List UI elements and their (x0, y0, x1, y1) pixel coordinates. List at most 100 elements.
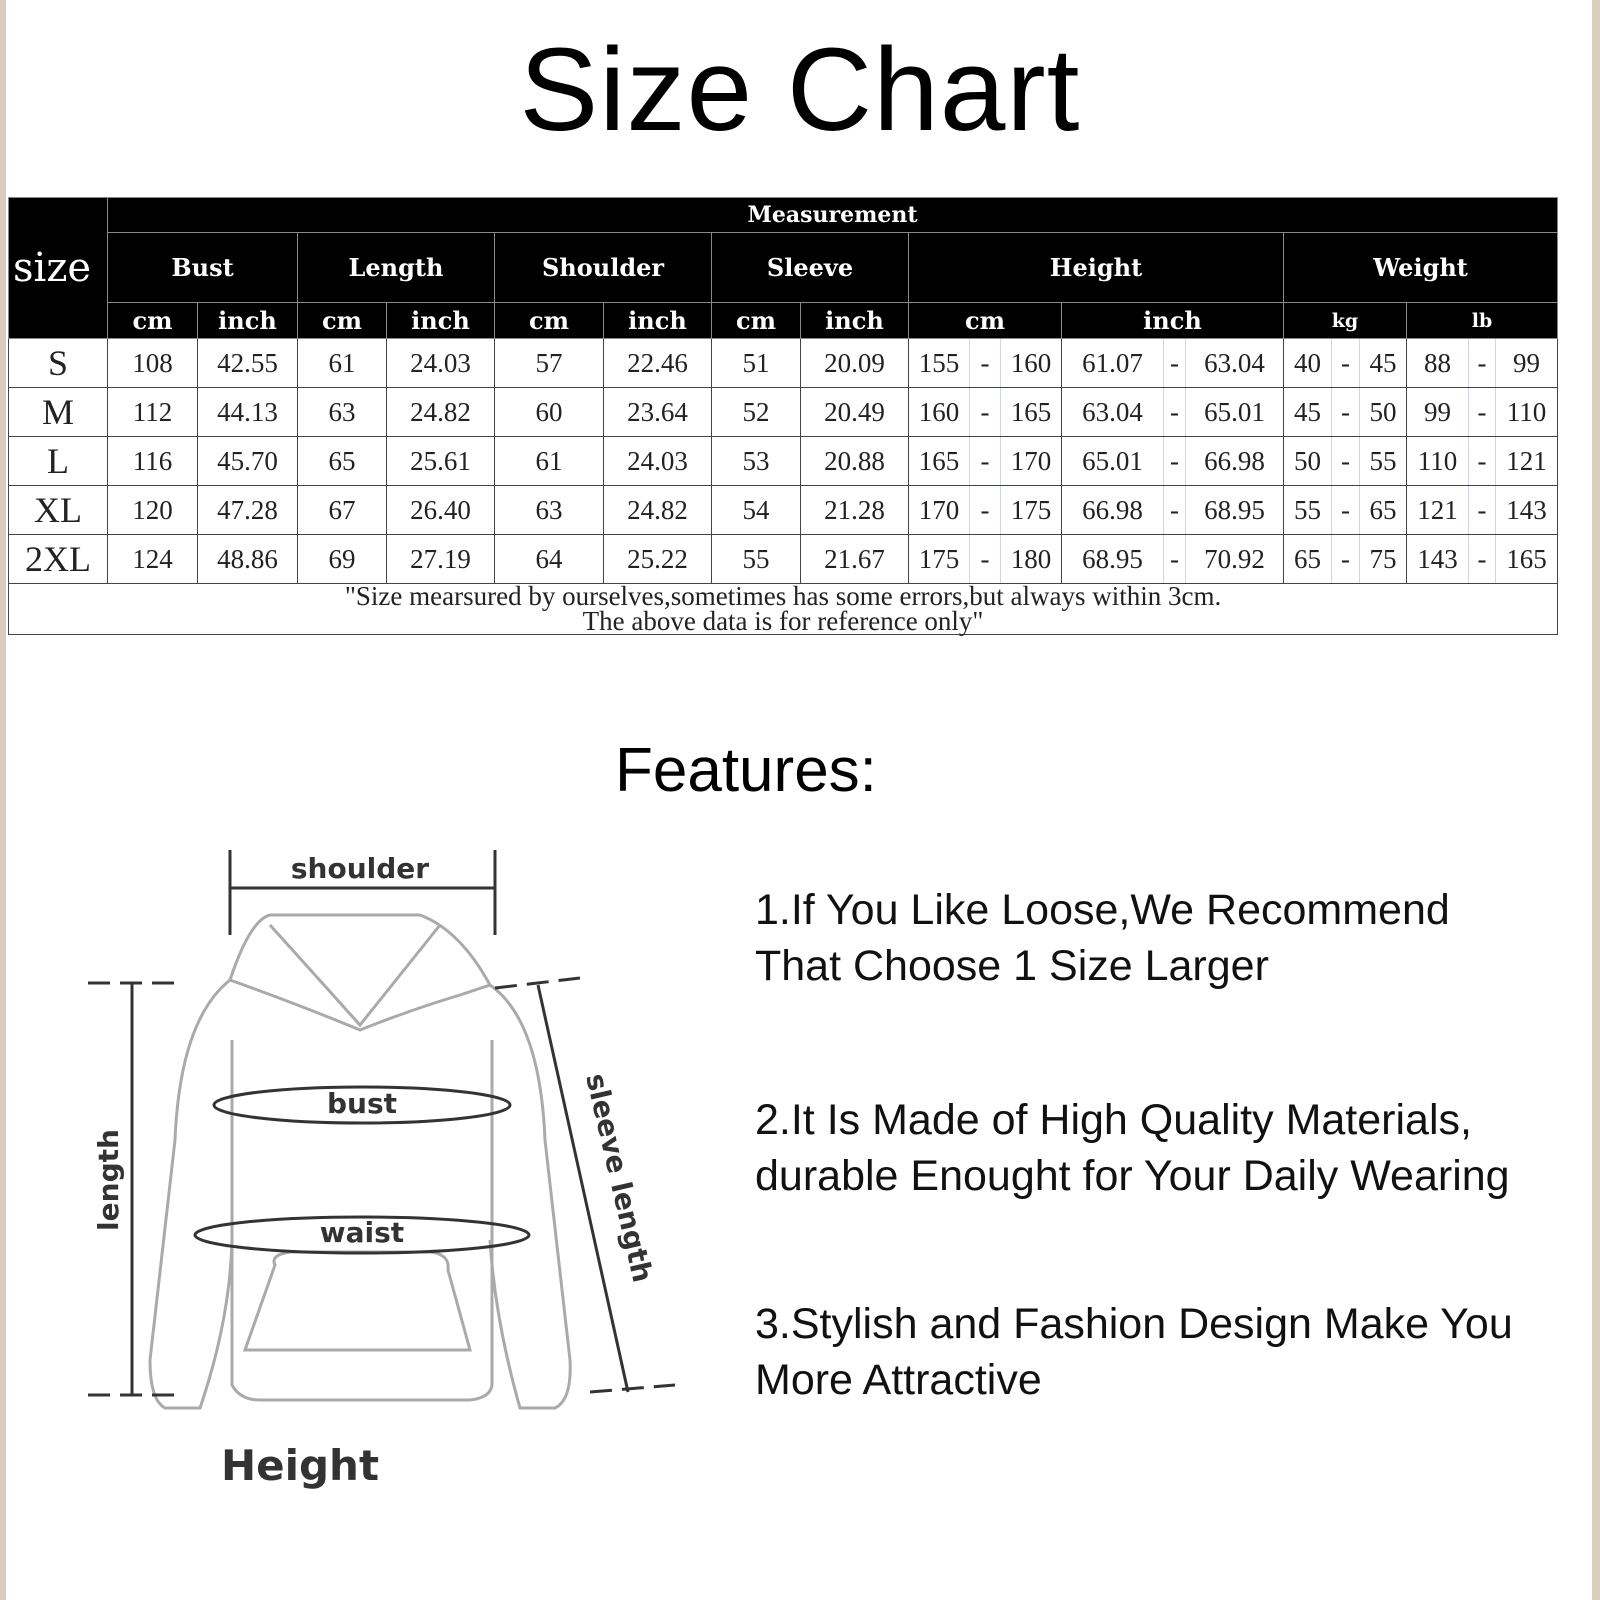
height-inch-min: 65.01 (1061, 436, 1164, 486)
size-cell: S (8, 338, 108, 388)
background-edge-left (0, 0, 6, 1600)
shoulder-label: shoulder (291, 852, 429, 885)
sleeve-inch-cell: 21.67 (800, 534, 909, 584)
unit-header: inch (386, 302, 495, 339)
weight-kg-min: 55 (1283, 485, 1332, 535)
range-dash: - (1163, 387, 1186, 437)
range-dash: - (1468, 436, 1496, 486)
size-cell: L (8, 436, 108, 486)
bust-label: bust (327, 1087, 397, 1120)
shoulder-cm-cell: 57 (494, 338, 604, 388)
bust-inch-cell: 48.86 (197, 534, 298, 584)
feature-line: That Choose 1 Size Larger (755, 942, 1269, 990)
weight-kg-min: 40 (1283, 338, 1332, 388)
unit-header: inch (800, 302, 909, 339)
bust-cm-cell: 120 (107, 485, 198, 535)
sleeve-inch-cell: 20.88 (800, 436, 909, 486)
feature-item-1: 1.If You Like Loose,We Recommend That Ch… (755, 882, 1595, 994)
feature-line: 1.If You Like Loose,We Recommend (755, 886, 1450, 934)
height-inch-max: 66.98 (1185, 436, 1284, 486)
height-cm-max: 165 (1000, 387, 1062, 437)
range-dash: - (1468, 338, 1496, 388)
bust-inch-cell: 44.13 (197, 387, 298, 437)
height-inch-min: 61.07 (1061, 338, 1164, 388)
unit-header: kg (1283, 302, 1407, 339)
range-dash: - (1163, 338, 1186, 388)
feature-line: durable Enought for Your Daily Wearing (755, 1152, 1510, 1200)
length-cm-cell: 69 (297, 534, 387, 584)
sleeve-cm-cell: 51 (711, 338, 801, 388)
length-cm-cell: 67 (297, 485, 387, 535)
bust-cm-cell: 112 (107, 387, 198, 437)
shoulder-cm-cell: 64 (494, 534, 604, 584)
range-dash: - (1163, 485, 1186, 535)
height-inch-max: 70.92 (1185, 534, 1284, 584)
weight-lb-min: 121 (1406, 485, 1469, 535)
height-inch-min: 63.04 (1061, 387, 1164, 437)
weight-kg-max: 65 (1359, 485, 1407, 535)
sleeve-inch-cell: 20.09 (800, 338, 909, 388)
note-line-1: "Size mearsured by ourselves,sometimes h… (344, 581, 1222, 611)
shoulder-cm-cell: 63 (494, 485, 604, 535)
measurement-header: Measurement (106, 197, 1559, 233)
group-height: Height (908, 232, 1284, 303)
sleeve-inch-cell: 21.28 (800, 485, 909, 535)
length-inch-cell: 24.03 (386, 338, 495, 388)
bust-cm-cell: 124 (107, 534, 198, 584)
size-cell: 2XL (8, 534, 108, 584)
feature-item-2: 2.It Is Made of High Quality Materials, … (755, 1092, 1595, 1204)
group-shoulder: Shoulder (494, 232, 712, 303)
unit-header: cm (107, 302, 198, 339)
table-row: S 108 42.55 61 24.03 57 22.46 51 20.09 155-160 61.… (8, 338, 1559, 388)
table-row: L 116 45.70 65 25.61 61 24.03 53 20.88 165-170 65.… (8, 436, 1559, 486)
weight-kg-max: 75 (1359, 534, 1407, 584)
height-cm-min: 170 (908, 485, 970, 535)
length-cm-cell: 61 (297, 338, 387, 388)
unit-header: inch (197, 302, 298, 339)
sleeve-cm-cell: 53 (711, 436, 801, 486)
size-cell: M (8, 387, 108, 437)
range-dash: - (1331, 338, 1360, 388)
table-row: M 112 44.13 63 24.82 60 23.64 52 20.49 160-165 63.… (8, 387, 1559, 437)
size-cell: XL (8, 485, 108, 535)
height-cm-max: 175 (1000, 485, 1062, 535)
range-dash: - (1331, 436, 1360, 486)
weight-lb-min: 110 (1406, 436, 1469, 486)
height-cm-min: 155 (908, 338, 970, 388)
unit-header: inch (1061, 302, 1284, 339)
length-cm-cell: 63 (297, 387, 387, 437)
length-cm-cell: 65 (297, 436, 387, 486)
table-row: XL 120 47.28 67 26.40 63 24.82 54 21.28 170-175 66… (8, 485, 1559, 535)
sleeve-cm-cell: 52 (711, 387, 801, 437)
shoulder-inch-cell: 23.64 (603, 387, 712, 437)
features-title: Features: (615, 736, 877, 805)
unit-header: cm (494, 302, 604, 339)
unit-header: cm (297, 302, 387, 339)
height-cm-max: 160 (1000, 338, 1062, 388)
size-header: size (8, 197, 108, 339)
range-dash: - (1331, 387, 1360, 437)
range-dash: - (1163, 436, 1186, 486)
shoulder-cm-cell: 60 (494, 387, 604, 437)
bust-inch-cell: 47.28 (197, 485, 298, 535)
group-bust: Bust (107, 232, 298, 303)
sleeve-cm-cell: 54 (711, 485, 801, 535)
hoodie-measurement-diagram: shoulder bust waist length sleeve length… (88, 850, 676, 1490)
weight-kg-max: 45 (1359, 338, 1407, 388)
length-inch-cell: 25.61 (386, 436, 495, 486)
range-dash: - (969, 338, 1001, 388)
group-length: Length (297, 232, 495, 303)
range-dash: - (1331, 534, 1360, 584)
weight-kg-max: 50 (1359, 387, 1407, 437)
bust-inch-cell: 42.55 (197, 338, 298, 388)
range-dash: - (969, 534, 1001, 584)
shoulder-inch-cell: 24.03 (603, 436, 712, 486)
unit-header: inch (603, 302, 712, 339)
range-dash: - (1331, 485, 1360, 535)
range-dash: - (969, 436, 1001, 486)
shoulder-inch-cell: 25.22 (603, 534, 712, 584)
range-dash: - (969, 485, 1001, 535)
height-inch-min: 66.98 (1061, 485, 1164, 535)
weight-lb-max: 121 (1494, 436, 1559, 486)
size-table: size Measurement Bust Length Shoulder Sl… (7, 197, 1559, 635)
